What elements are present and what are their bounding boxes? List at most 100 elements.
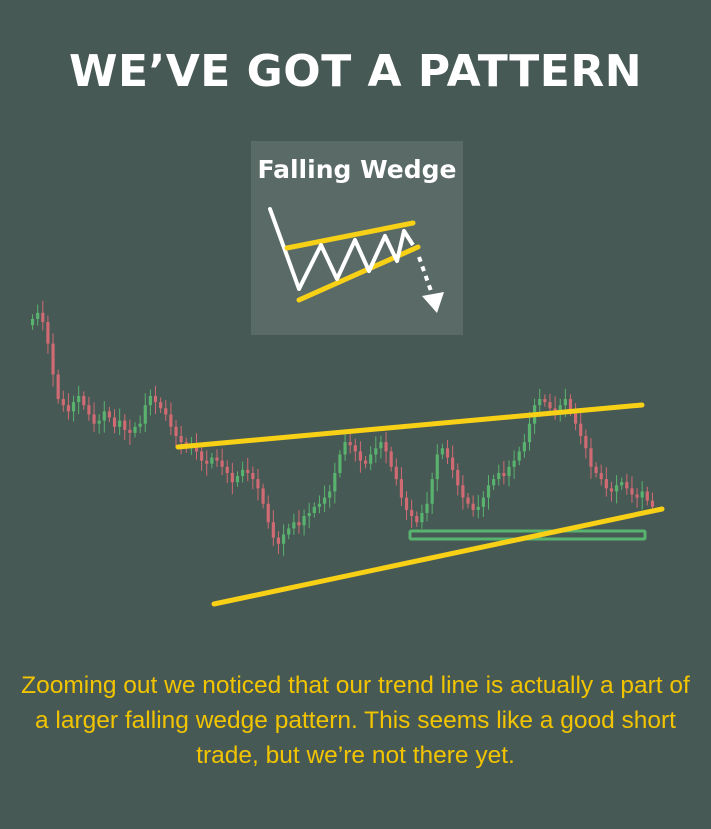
candle-body [579,423,583,436]
candle-body [230,472,234,483]
candle-body [384,442,388,452]
candle-body [445,448,450,458]
candle-body [143,405,147,424]
candle-body [287,528,291,535]
candle-body [61,399,65,406]
page-title: WE’VE GOT A PATTERN [68,46,643,97]
candle-body [563,399,567,406]
candle-body [46,322,50,344]
candle-body [241,469,245,477]
candle-body [394,466,398,480]
wedge-icon-zigzag [297,229,415,290]
falling-wedge-icon [268,207,444,313]
caption-text: Zooming out we noticed that our trend li… [21,672,690,769]
candle-body [625,482,629,489]
candle-body [492,479,496,486]
candle-body [174,426,178,436]
candle-body [276,537,281,544]
candle-body [456,469,460,486]
candle-body [527,423,532,443]
candle-body [200,451,204,461]
candle-body [481,497,485,507]
candle-body [430,479,434,504]
candle-body [138,423,142,427]
candle-body [71,402,76,412]
candle-body [281,534,286,544]
candle-body [82,395,86,406]
candle-body [87,405,91,415]
candle-body [369,454,373,464]
candle-body [374,448,378,455]
candle-body [620,482,624,486]
candle-body [36,312,40,319]
candle-body [486,485,491,498]
candle-body [128,429,132,433]
candle-body [594,466,598,473]
candle-body [558,405,562,412]
wedge-icon-breakout-dash [417,256,433,292]
candle-body [538,399,542,406]
candle-body [307,513,311,517]
candle-body [123,420,127,430]
candle-body [215,457,219,461]
candle-body [210,457,214,464]
candle-body [205,460,209,464]
candle-body [266,503,270,523]
pattern-legend-title: Falling Wedge [257,155,457,184]
candle-body [471,503,475,510]
candle-body [614,485,619,492]
candle-body [194,445,199,452]
candle-body [92,414,96,424]
candle-body [420,513,424,523]
candle-body [650,500,655,507]
candle-body [589,448,593,467]
candle-body [41,312,45,323]
wedge-lower-trendline [211,506,665,607]
candle-body [56,374,60,400]
candle-body [302,516,306,526]
candle-body [584,436,588,449]
candle-body [322,497,327,504]
candle-body [317,503,322,507]
candle-body [169,414,173,427]
candle-body [548,402,552,409]
candle-body [522,442,526,452]
candle-body [235,476,240,483]
candle-body [164,408,168,415]
candle-body [225,466,229,473]
candle-body [179,436,183,443]
candle-body [77,395,81,403]
candle-body [399,479,404,498]
candle-body [246,469,250,473]
candle-body [410,509,414,517]
candle-body [292,522,296,529]
wedge-upper-trendline [175,402,645,450]
candle-body [358,451,363,461]
candle-body [466,497,470,504]
candle-body [574,411,578,424]
candle-body [261,488,265,504]
candle-body [435,454,439,480]
candle-body [599,472,603,480]
wedge-icon-breakout-arrow [422,292,444,313]
pattern-legend-card: Falling Wedge [251,141,463,335]
candle-body [51,343,55,375]
candle-body [338,454,342,473]
candle-body [333,472,337,492]
candles-group [30,300,655,556]
candle-body [461,485,465,498]
candle-body [507,466,511,477]
candle-body [133,426,137,433]
candle-body [568,399,573,412]
candle-body [476,506,480,510]
candle-body [635,494,639,498]
candle-body [148,395,152,406]
candle-body [66,405,71,412]
candle-body [604,479,608,489]
wedge-icon-entry-line [268,207,301,291]
candle-body [451,457,455,470]
candle-body [379,442,383,449]
candle-body [512,460,516,467]
wedge-icon-upper-line [284,220,416,251]
